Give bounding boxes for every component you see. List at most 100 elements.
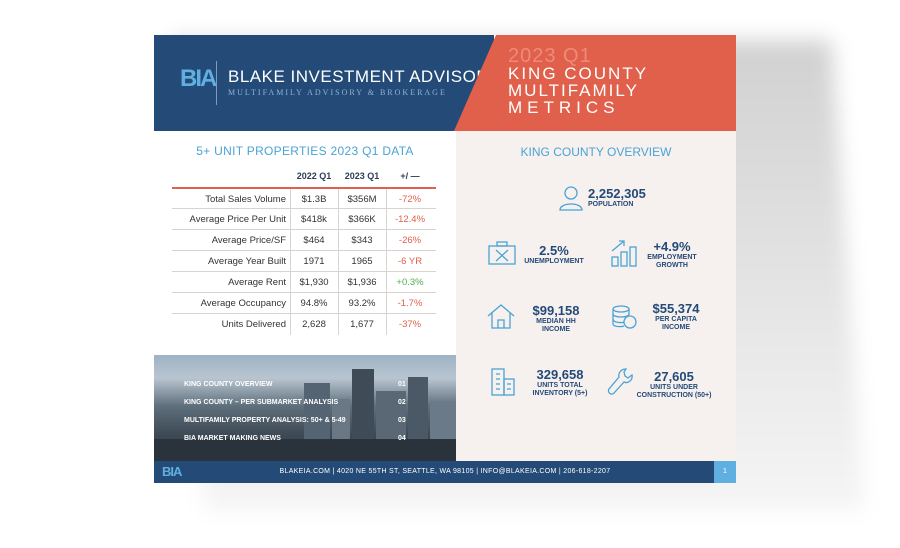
toc-item-4: BIA MARKET MAKING NEWS bbox=[184, 435, 281, 442]
median-income-stat: $99,158 MEDIAN HH INCOME bbox=[520, 303, 592, 334]
inventory-stat: 329,658 UNITS TOTAL INVENTORY (5+) bbox=[520, 367, 600, 398]
per-capita-stat: $55,374 PER CAPITA INCOME bbox=[640, 301, 712, 332]
header-right-band bbox=[454, 35, 736, 131]
row-label: Average Year Built bbox=[208, 256, 286, 267]
briefcase-x-icon bbox=[488, 241, 516, 265]
row-2023: 1,677 bbox=[350, 319, 374, 330]
row-change: -37% bbox=[398, 319, 422, 330]
title-line-3: METRICS bbox=[508, 98, 620, 117]
title-line-1: KING COUNTY bbox=[508, 64, 649, 83]
row-2022: 1971 bbox=[303, 256, 325, 267]
table-row: Total Sales Volume $1.3B $356M -72% bbox=[172, 187, 436, 210]
row-change: -26% bbox=[398, 235, 422, 246]
row-2023: $343 bbox=[351, 235, 373, 246]
row-change: -6 YR bbox=[397, 256, 423, 267]
growth-chart-icon bbox=[611, 240, 637, 267]
brand-tagline: MULTIFAMILY ADVISORY & BROKERAGE bbox=[228, 88, 447, 97]
properties-table-panel: 5+ UNIT PROPERTIES 2023 Q1 DATA 2022 Q1 … bbox=[154, 131, 456, 355]
table-title: 5+ UNIT PROPERTIES 2023 Q1 DATA bbox=[196, 144, 414, 158]
median-income-value: $99,158 bbox=[532, 303, 580, 318]
header-left-band: BIA BLAKE INVESTMENT ADVISORS MULTIFAMIL… bbox=[154, 35, 500, 131]
row-label: Average Occupancy bbox=[200, 298, 286, 309]
construction-value: 27,605 bbox=[654, 369, 694, 384]
toc-page-2: 02 bbox=[398, 399, 406, 406]
construction-stat: 27,605 UNITS UNDER CONSTRUCTION (50+) bbox=[628, 369, 720, 400]
title-line-2: MULTIFAMILY bbox=[508, 81, 639, 100]
unemployment-value: 2.5% bbox=[539, 243, 569, 258]
table-row: Average Price Per Unit $418k $366K -12.4… bbox=[172, 208, 436, 230]
row-2023: 1965 bbox=[351, 256, 373, 267]
page-number: 1 bbox=[714, 461, 736, 483]
median-income-label-2: INCOME bbox=[542, 326, 570, 333]
row-2022: $464 bbox=[303, 235, 325, 246]
report-page: BIA BLAKE INVESTMENT ADVISORS MULTIFAMIL… bbox=[154, 35, 736, 483]
row-2022: $418k bbox=[301, 214, 327, 225]
report-title: KING COUNTY MULTIFAMILY METRICS bbox=[508, 65, 648, 116]
construction-label-1: UNITS UNDER bbox=[650, 384, 698, 391]
per-capita-label-1: PER CAPITA bbox=[655, 316, 697, 323]
unemployment-stat: 2.5% UNEMPLOYMENT bbox=[518, 243, 590, 266]
row-2022: $1,930 bbox=[299, 277, 329, 288]
construction-label-2: CONSTRUCTION (50+) bbox=[636, 392, 712, 399]
row-label: Units Delivered bbox=[221, 319, 286, 330]
unemployment-label: UNEMPLOYMENT bbox=[524, 258, 584, 265]
row-2023: $356M bbox=[347, 194, 377, 205]
population-stat: 2,252,305 POPULATION bbox=[588, 186, 646, 209]
per-capita-value: $55,374 bbox=[652, 301, 700, 316]
employment-growth-value: +4.9% bbox=[653, 239, 691, 254]
coins-icon bbox=[612, 305, 637, 329]
footer-contact: BLAKEIA.COM | 4020 NE 55TH ST, SEATTLE, … bbox=[279, 468, 611, 475]
employment-growth-label-1: EMPLOYMENT bbox=[647, 254, 697, 261]
table-row: Average Year Built 1971 1965 -6 YR bbox=[172, 250, 436, 272]
population-label: POPULATION bbox=[588, 201, 634, 208]
row-change: -1.7% bbox=[397, 298, 423, 309]
population-value: 2,252,305 bbox=[588, 186, 646, 201]
report-period: 2023 Q1 bbox=[508, 45, 592, 67]
row-2023: 93.2% bbox=[348, 298, 376, 309]
row-2023: $1,936 bbox=[347, 277, 377, 288]
per-capita-label-2: INCOME bbox=[662, 324, 690, 331]
row-2022: 94.8% bbox=[300, 298, 328, 309]
brand-name: BLAKE INVESTMENT ADVISORS bbox=[228, 67, 501, 86]
building-icon bbox=[491, 368, 515, 396]
median-income-label-1: MEDIAN HH bbox=[536, 318, 576, 325]
toc-item-2: KING COUNTY – PER SUBMARKET ANALYSIS bbox=[184, 399, 339, 406]
toc-item-1: KING COUNTY OVERVIEW bbox=[184, 381, 273, 388]
col-header-2023: 2023 Q1 bbox=[344, 171, 380, 181]
col-header-2022: 2022 Q1 bbox=[296, 171, 332, 181]
person-icon bbox=[559, 186, 583, 211]
row-label: Average Rent bbox=[228, 277, 286, 288]
row-2022: $1.3B bbox=[301, 194, 327, 205]
row-label: Average Price/SF bbox=[211, 235, 286, 246]
inventory-label-2: INVENTORY (5+) bbox=[532, 390, 588, 397]
toc-page-4: 04 bbox=[398, 435, 406, 442]
table-row: Average Rent $1,930 $1,936 +0.3% bbox=[172, 271, 436, 293]
logo-divider bbox=[216, 61, 217, 105]
table-row: Average Occupancy 94.8% 93.2% -1.7% bbox=[172, 292, 436, 314]
inventory-label-1: UNITS TOTAL bbox=[537, 382, 583, 389]
row-change: +0.3% bbox=[396, 277, 424, 288]
employment-growth-label-2: GROWTH bbox=[656, 262, 688, 269]
toc-page-3: 03 bbox=[398, 417, 406, 424]
row-2022: 2,628 bbox=[302, 319, 326, 330]
row-label: Average Price Per Unit bbox=[189, 214, 286, 225]
footer-bar: BIA BLAKEIA.COM | 4020 NE 55TH ST, SEATT… bbox=[154, 461, 736, 483]
city-photo-toc: KING COUNTY OVERVIEW 01 KING COUNTY – PE… bbox=[154, 355, 456, 461]
table-row: Average Price/SF $464 $343 -26% bbox=[172, 229, 436, 251]
col-header-change: +/ — bbox=[400, 171, 420, 181]
table-row: Units Delivered 2,628 1,677 -37% bbox=[172, 313, 436, 335]
overview-panel: KING COUNTY OVERVIEW 2,252,305 POPULATIO… bbox=[456, 131, 736, 461]
row-change: -12.4% bbox=[394, 214, 426, 225]
toc-page-1: 01 bbox=[398, 381, 406, 388]
row-change: -72% bbox=[398, 194, 422, 205]
employment-growth-stat: +4.9% EMPLOYMENT GROWTH bbox=[640, 239, 704, 270]
toc-item-3: MULTIFAMILY PROPERTY ANALYSIS: 50+ & 5-4… bbox=[184, 417, 346, 424]
overview-title: KING COUNTY OVERVIEW bbox=[520, 145, 672, 159]
wrench-icon bbox=[607, 368, 633, 395]
house-icon bbox=[487, 304, 515, 329]
row-label: Total Sales Volume bbox=[205, 194, 286, 205]
inventory-value: 329,658 bbox=[536, 367, 584, 382]
footer-logo: BIA bbox=[162, 464, 182, 479]
row-2023: $366K bbox=[348, 214, 376, 225]
bia-logo: BIA bbox=[180, 65, 217, 92]
